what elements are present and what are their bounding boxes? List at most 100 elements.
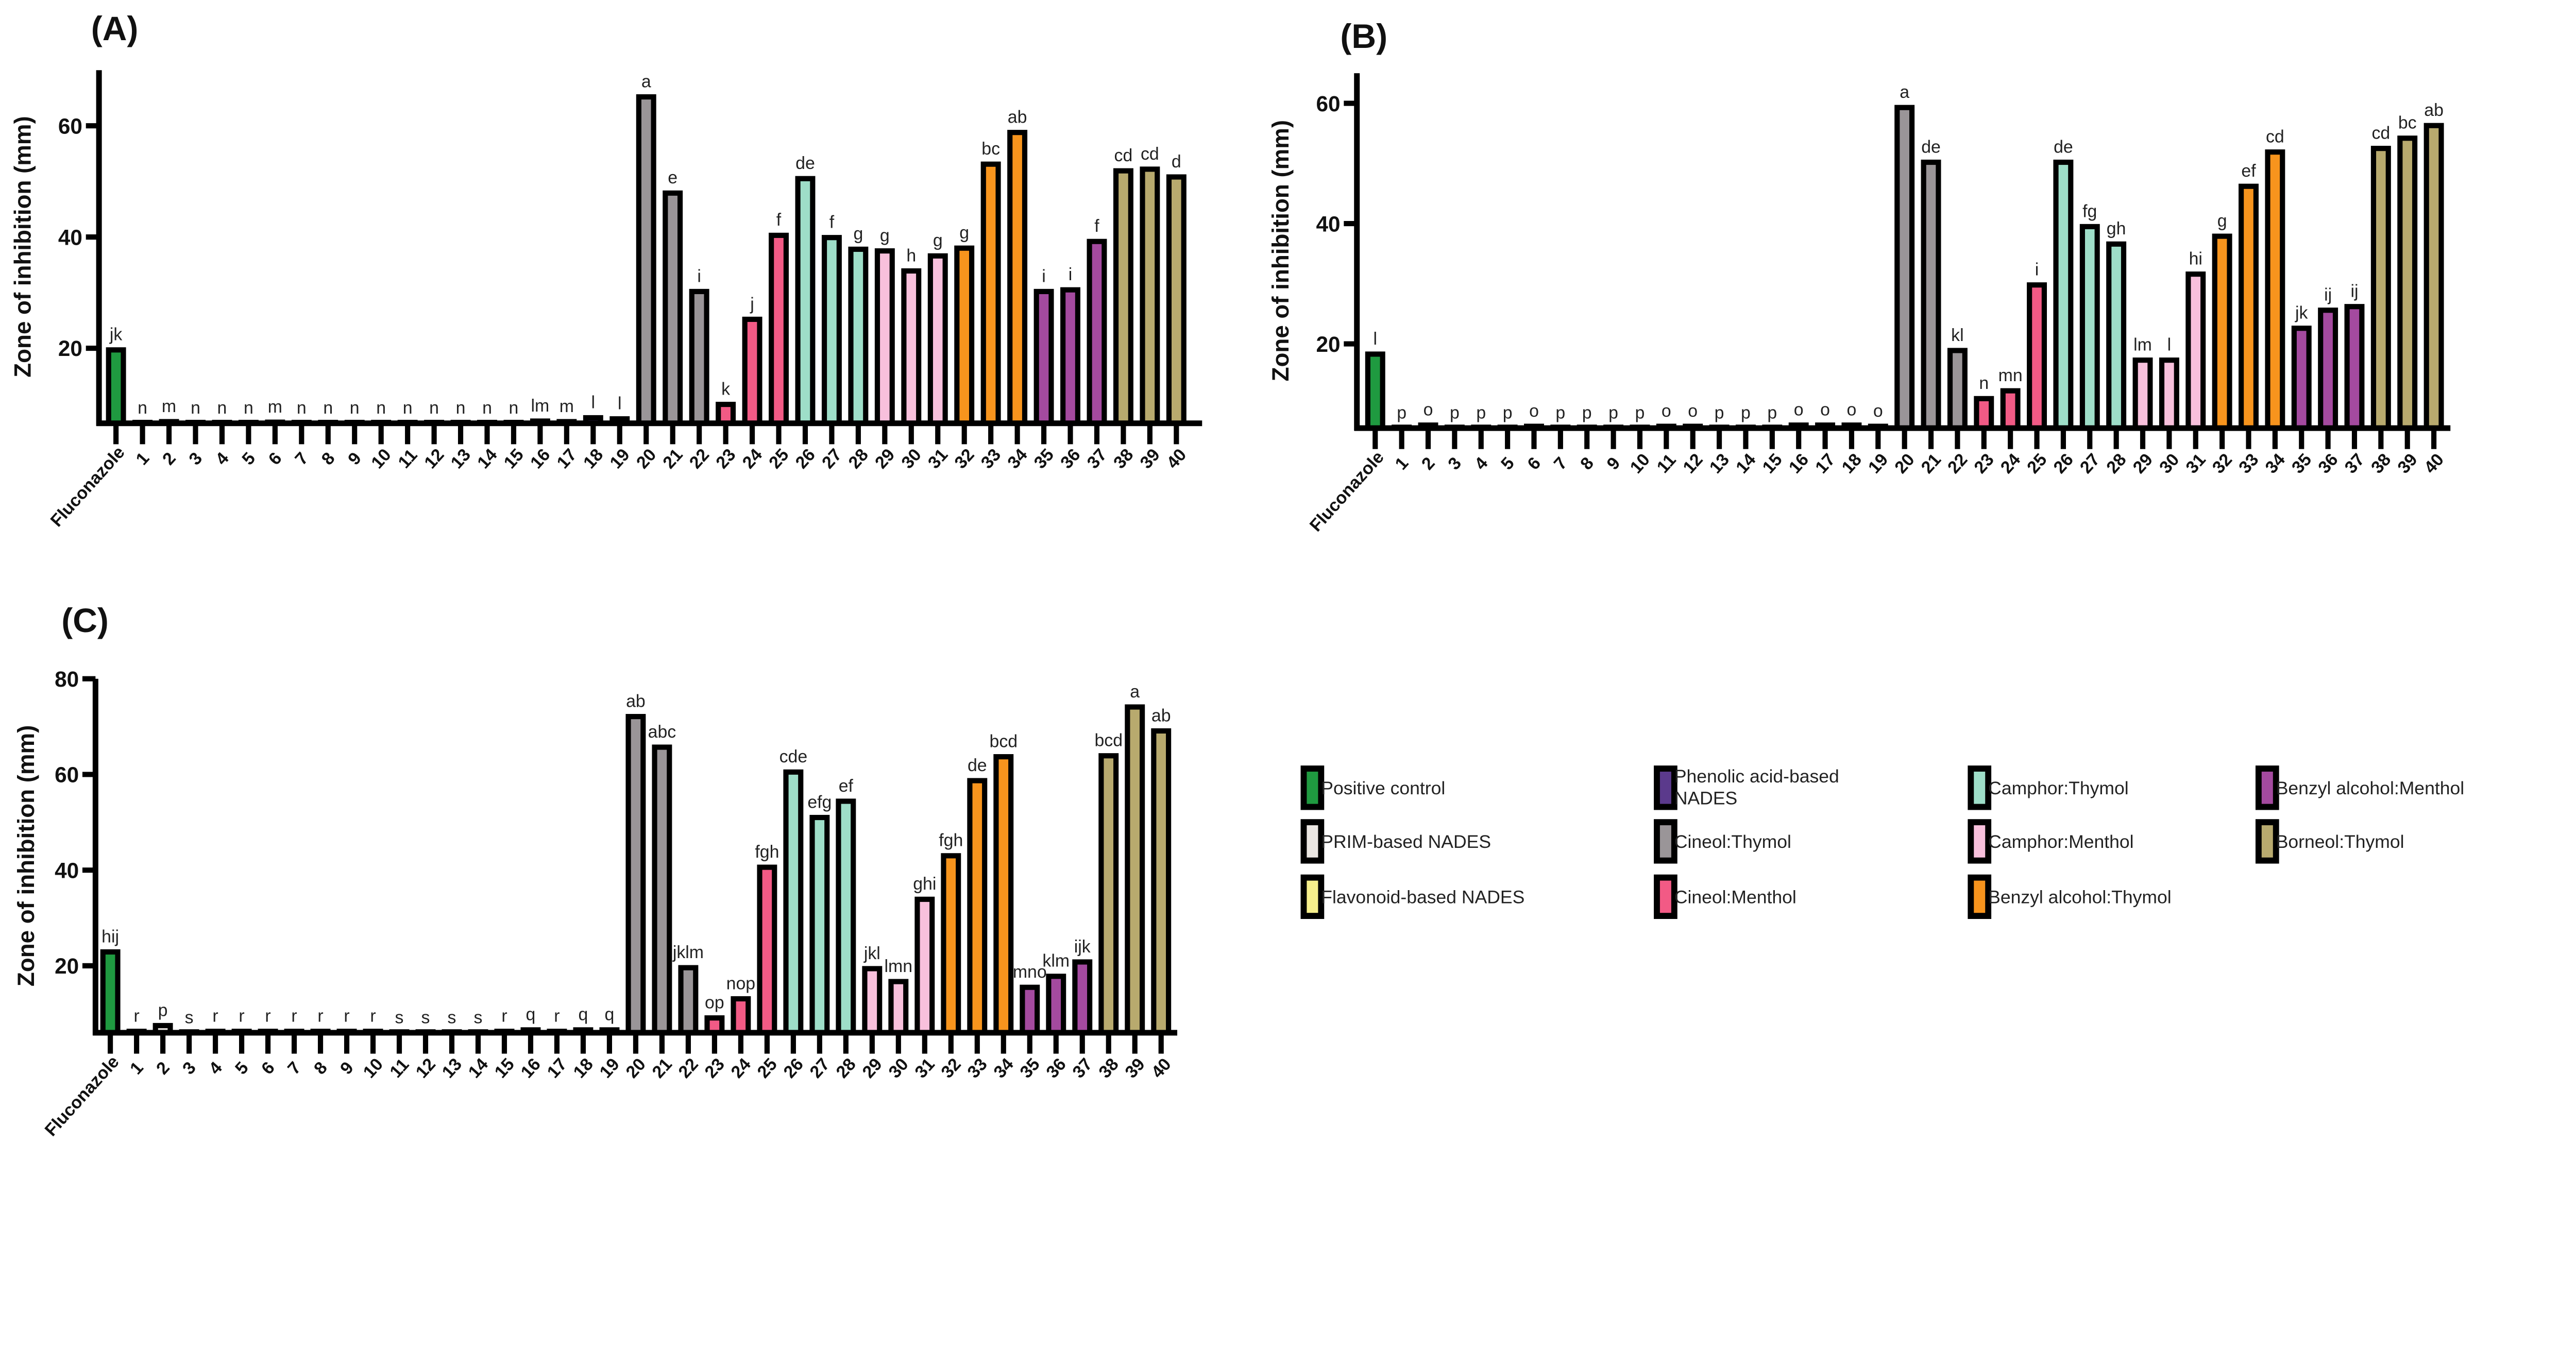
bar: [1020, 984, 1040, 1035]
significance-label: o: [1662, 401, 1671, 421]
significance-label: cde: [779, 747, 808, 766]
x-tick-label: 9: [1603, 453, 1624, 473]
x-tick-label: Fluconazole: [41, 1052, 123, 1140]
x-tick-label: 35: [1016, 1054, 1043, 1082]
significance-label: n: [244, 398, 253, 418]
x-tick-label: 5: [238, 449, 259, 469]
bar: [769, 232, 789, 426]
legend-item: Phenolic acid-based NADES: [1654, 765, 1839, 810]
significance-label: p: [1503, 403, 1513, 422]
significance-label: n: [191, 398, 200, 418]
x-tick-label: 11: [1653, 450, 1680, 477]
x-tick-label: 13: [447, 445, 474, 472]
x-tick-label: 36: [1057, 445, 1084, 472]
legend-label: Cineol:Thymol: [1674, 831, 1791, 852]
significance-label: d: [1172, 152, 1181, 172]
x-tick-label: 32: [951, 445, 978, 472]
legend-swatch: [1654, 819, 1677, 864]
legend-item: Benzyl alcohol:Menthol: [2255, 765, 2464, 810]
significance-label: p: [1555, 403, 1565, 422]
x-tick-label: 7: [1550, 453, 1571, 473]
x-tick-label: 15: [491, 1054, 518, 1082]
significance-label: p: [1608, 403, 1618, 422]
legend-label-line: Phenolic acid-based: [1674, 766, 1839, 787]
significance-label: n: [138, 398, 147, 418]
significance-label: op: [705, 993, 724, 1012]
legend-swatch: [2255, 765, 2279, 810]
significance-label: ab: [1008, 108, 1027, 127]
bar: [731, 996, 751, 1035]
bar: [636, 94, 656, 426]
significance-label: a: [1900, 82, 1909, 102]
significance-label: s: [474, 1008, 483, 1027]
y-tick-label: 20: [55, 954, 79, 978]
panel-label: (B): [1340, 17, 1387, 55]
x-tick-label: 19: [596, 1054, 623, 1082]
x-tick-label: 16: [527, 445, 554, 472]
x-tick-label: 34: [2261, 450, 2289, 478]
x-tick-label: 10: [1626, 450, 1654, 477]
x-tick-label: 9: [336, 1058, 358, 1078]
x-tick-label: 4: [212, 449, 233, 469]
x-tick-label: 26: [2049, 450, 2077, 477]
significance-label: g: [2217, 211, 2227, 231]
significance-label: q: [579, 1005, 588, 1025]
significance-label: m: [162, 397, 176, 416]
x-tick-label: 30: [897, 445, 925, 472]
significance-label: hi: [2189, 249, 2202, 269]
x-tick-label: 4: [205, 1058, 226, 1079]
significance-label: n: [323, 398, 333, 418]
significance-label: r: [133, 1006, 139, 1026]
x-tick-label: 11: [386, 1055, 413, 1082]
bar: [2424, 123, 2444, 431]
significance-label: s: [185, 1008, 194, 1027]
legend: Positive control PRIM-based NADES Flavonoi…: [1300, 765, 2464, 919]
chart-a: (A)Zone of inhibition (mm) jkFluconazolen…: [9, 9, 1202, 531]
bar: [2027, 282, 2047, 431]
significance-label: g: [933, 231, 943, 250]
legend-item: Cineol:Menthol: [1654, 874, 1797, 919]
x-tick-label: 23: [701, 1054, 728, 1082]
significance-label: jk: [109, 325, 123, 345]
bar: [2318, 308, 2338, 431]
significance-label: i: [1042, 266, 1046, 286]
figure: (A)Zone of inhibition (mm) jkFluconazolen…: [9, 9, 2464, 1140]
x-tick-label: 36: [1042, 1054, 1070, 1082]
x-tick-label: 30: [885, 1054, 912, 1082]
significance-label: n: [1979, 373, 1989, 393]
bar: [652, 744, 672, 1035]
significance-label: m: [268, 397, 282, 417]
significance-label: ijk: [1074, 937, 1091, 957]
significance-label: de: [2054, 137, 2073, 157]
bar: [1087, 238, 1107, 426]
significance-label: cd: [2266, 127, 2284, 147]
x-tick-label: 31: [2182, 450, 2209, 477]
x-tick-label: 15: [1758, 450, 1786, 477]
significance-label: jkl: [863, 944, 880, 963]
bar: [1098, 753, 1119, 1035]
x-tick-label: 28: [844, 445, 872, 472]
significance-label: r: [344, 1006, 349, 1026]
bar: [100, 949, 121, 1035]
bar: [1046, 974, 1066, 1035]
x-tick-label: 26: [779, 1054, 807, 1082]
significance-label: lm: [531, 396, 550, 416]
x-tick-label: 1: [132, 449, 153, 469]
x-tick-label: 29: [871, 445, 899, 472]
bar: [2185, 271, 2206, 431]
x-tick-label: 20: [622, 1054, 649, 1082]
significance-label: o: [1820, 400, 1830, 420]
significance-label: de: [795, 154, 815, 173]
x-tick-label: 9: [344, 449, 365, 469]
bar: [2344, 304, 2365, 431]
x-tick-label: 33: [977, 445, 1005, 472]
significance-label: l: [591, 393, 596, 412]
significance-label: jk: [2295, 303, 2308, 323]
significance-label: n: [297, 398, 307, 418]
legend-swatch: [1300, 874, 1325, 919]
significance-label: bcd: [1094, 731, 1123, 751]
legend-label: Flavonoid-based NADES: [1321, 887, 1524, 908]
x-tick-label: 21: [659, 445, 686, 472]
legend-label-line: NADES: [1674, 788, 1737, 808]
x-tick-label: 11: [394, 446, 421, 472]
